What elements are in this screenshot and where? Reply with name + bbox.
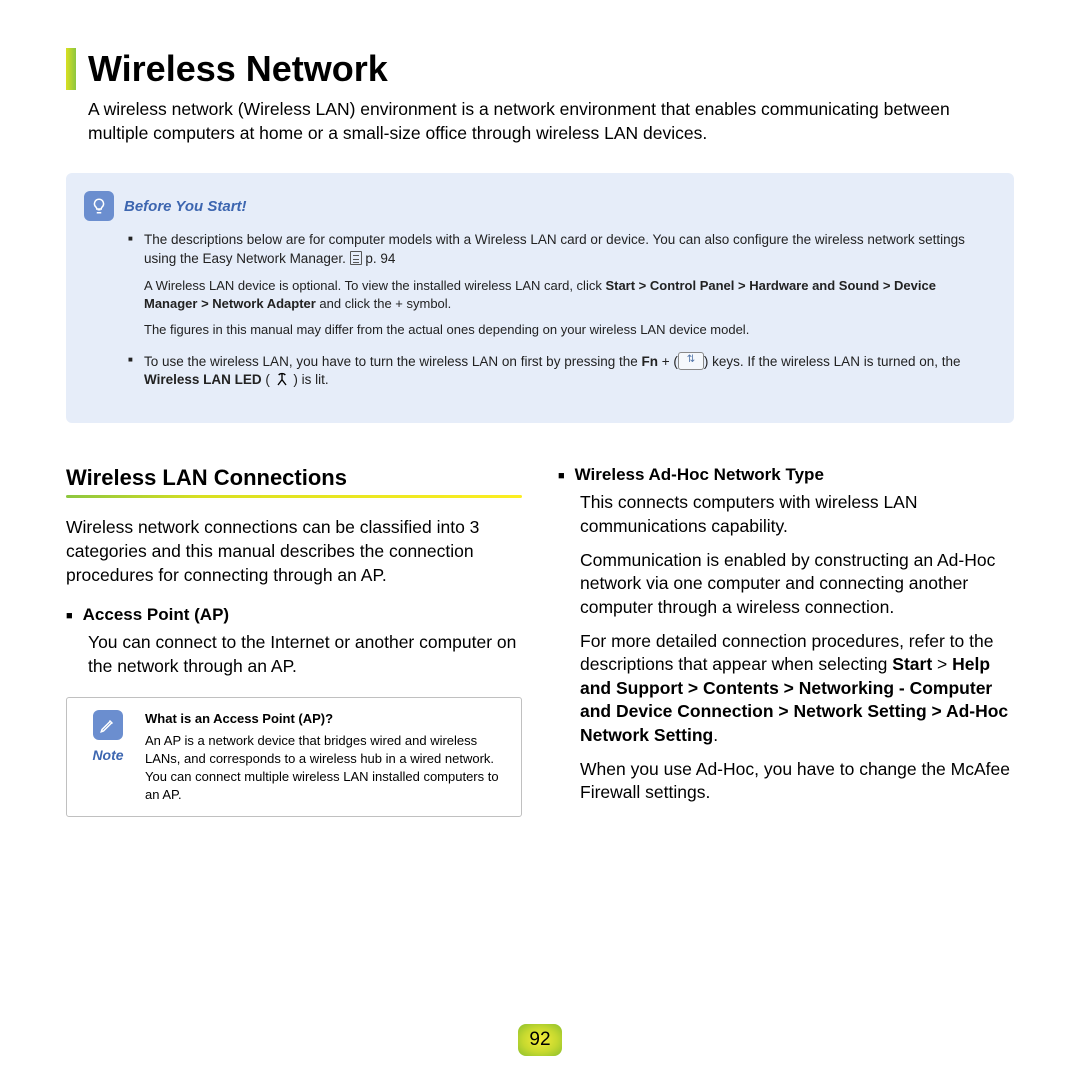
pencil-icon bbox=[93, 710, 123, 740]
ap-bullet: ■ Access Point (AP) bbox=[66, 605, 522, 625]
note-body: An AP is a network device that bridges w… bbox=[145, 732, 507, 805]
tip-item-1: The descriptions below are for computer … bbox=[128, 231, 992, 339]
tip-item-1-text: The descriptions below are for computer … bbox=[144, 232, 965, 266]
bullet-square-icon: ■ bbox=[66, 610, 73, 625]
adhoc-heading: Wireless Ad-Hoc Network Type bbox=[575, 465, 824, 485]
tip-item-1-pageref: p. 94 bbox=[365, 251, 395, 266]
title-row: Wireless Network bbox=[66, 48, 1014, 90]
note-label: Note bbox=[92, 746, 123, 766]
tip-sub-1: A Wireless LAN device is optional. To vi… bbox=[144, 277, 992, 313]
right-column: ■ Wireless Ad-Hoc Network Type This conn… bbox=[558, 465, 1014, 817]
page-number-badge: 92 bbox=[518, 1024, 562, 1056]
ap-heading: Access Point (AP) bbox=[83, 605, 229, 625]
note-left: Note bbox=[81, 710, 135, 805]
page-ref-icon bbox=[350, 251, 362, 265]
before-you-start-box: Before You Start! The descriptions below… bbox=[66, 173, 1014, 423]
note-content: What is an Access Point (AP)? An AP is a… bbox=[145, 710, 507, 805]
section-underline bbox=[66, 495, 522, 498]
ap-body: You can connect to the Internet or anoth… bbox=[88, 631, 522, 678]
title-accent-bar bbox=[66, 48, 76, 90]
adhoc-bullet: ■ Wireless Ad-Hoc Network Type bbox=[558, 465, 1014, 485]
page-number: 92 bbox=[529, 1029, 550, 1051]
tip-item-2: To use the wireless LAN, you have to tur… bbox=[128, 352, 992, 394]
note-question: What is an Access Point (AP)? bbox=[145, 710, 507, 728]
section-title: Wireless LAN Connections bbox=[66, 465, 522, 491]
left-column: Wireless LAN Connections Wireless networ… bbox=[66, 465, 522, 817]
section-lead: Wireless network connections can be clas… bbox=[66, 516, 522, 587]
intro-paragraph: A wireless network (Wireless LAN) enviro… bbox=[88, 98, 1014, 145]
note-box: Note What is an Access Point (AP)? An AP… bbox=[66, 697, 522, 818]
adhoc-p3: For more detailed connection procedures,… bbox=[580, 630, 1014, 748]
fn-key-icon bbox=[678, 352, 704, 370]
antenna-icon bbox=[274, 371, 290, 393]
adhoc-p2: Communication is enabled by constructing… bbox=[580, 549, 1014, 620]
bullet-square-icon: ■ bbox=[558, 470, 565, 485]
adhoc-content: This connects computers with wireless LA… bbox=[580, 491, 1014, 805]
tip-list: The descriptions below are for computer … bbox=[84, 231, 992, 393]
two-column-layout: Wireless LAN Connections Wireless networ… bbox=[66, 465, 1014, 817]
tip-header: Before You Start! bbox=[84, 191, 992, 221]
page-title: Wireless Network bbox=[88, 48, 388, 90]
lightbulb-icon bbox=[84, 191, 114, 221]
adhoc-p4: When you use Ad-Hoc, you have to change … bbox=[580, 758, 1014, 805]
tip-sub-2: The figures in this manual may differ fr… bbox=[144, 321, 992, 339]
adhoc-p1: This connects computers with wireless LA… bbox=[580, 491, 1014, 538]
tip-title: Before You Start! bbox=[124, 196, 247, 217]
